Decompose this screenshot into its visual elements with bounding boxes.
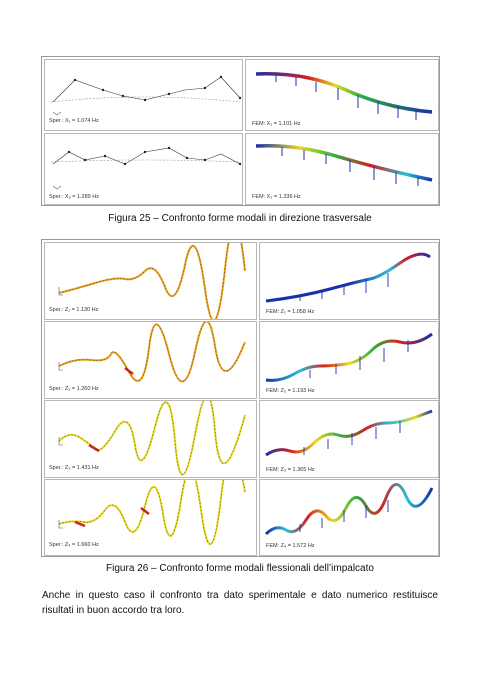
exp-label-z2: Sper.: Z₂ = 1.260 Hz <box>49 386 99 392</box>
fem-label-z3: FEM: Z₃ = 1.365 Hz <box>266 467 315 473</box>
exp-panel-x2: Sper.: X₂ = 1.289 Hz <box>44 133 243 205</box>
exp-panel-z3: Sper.: Z₃ = 1.431 Hz <box>44 400 257 478</box>
exp-label-z4: Sper.: Z₄ = 1.660 Hz <box>49 542 99 548</box>
fem-label-z1: FEM: Z₁ = 1.058 Hz <box>266 309 315 315</box>
figure-25: Sper.: X₁ = 1.074 Hz FEM: X₁ = 1.101 Hz … <box>41 56 440 206</box>
exp-panel-z2: Sper.: Z₂ = 1.260 Hz <box>44 321 257 399</box>
figure-26: Sper.: Z₁ = 1.130 Hz FEM: Z₁ = 1.058 Hz … <box>41 239 440 557</box>
exp-mode-shape-z2 <box>58 322 246 383</box>
fem-panel-z4: FEM: Z₄ = 1.572 Hz <box>259 479 439 556</box>
fem-mode-shape-z2 <box>265 332 433 382</box>
fem-panel-z2: FEM: Z₂ = 1.193 Hz <box>259 321 439 399</box>
fem-label-z2: FEM: Z₂ = 1.193 Hz <box>266 388 315 394</box>
fem-label-z4: FEM: Z₄ = 1.572 Hz <box>266 543 315 549</box>
exp-mode-shape-x2 <box>50 146 242 190</box>
exp-panel-x1: Sper.: X₁ = 1.074 Hz <box>44 59 243 131</box>
fem-panel-z3: FEM: Z₃ = 1.365 Hz <box>259 400 439 478</box>
fem-mode-shape-z3 <box>265 409 433 457</box>
fem-panel-x2: FEM: X₂ = 1.336 Hz <box>245 133 439 205</box>
figure-25-caption: Figura 25 – Confronto forme modali in di… <box>108 213 372 224</box>
fem-mode-shape-x1 <box>255 72 433 120</box>
exp-label-x1: Sper.: X₁ = 1.074 Hz <box>49 118 99 124</box>
fem-label-x2: FEM: X₂ = 1.336 Hz <box>252 194 301 200</box>
fem-mode-shape-x2 <box>255 143 433 186</box>
body-paragraph: Anche in questo caso il confronto tra da… <box>42 590 438 616</box>
exp-label-z3: Sper.: Z₃ = 1.431 Hz <box>49 465 99 471</box>
exp-mode-shape-z1 <box>58 243 246 319</box>
exp-panel-z4: Sper.: Z₄ = 1.660 Hz <box>44 479 257 556</box>
exp-label-x2: Sper.: X₂ = 1.289 Hz <box>49 194 99 200</box>
fem-label-x1: FEM: X₁ = 1.101 Hz <box>252 121 301 127</box>
exp-panel-z1: Sper.: Z₁ = 1.130 Hz <box>44 242 257 320</box>
figure-26-caption: Figura 26 – Confronto forme modali fless… <box>106 563 374 574</box>
exp-mode-shape-z3 <box>58 401 246 476</box>
fem-panel-z1: FEM: Z₁ = 1.058 Hz <box>259 242 439 320</box>
exp-mode-shape-x1 <box>50 75 242 116</box>
fem-mode-shape-z1 <box>265 252 431 303</box>
fem-panel-x1: FEM: X₁ = 1.101 Hz <box>245 59 439 131</box>
exp-label-z1: Sper.: Z₁ = 1.130 Hz <box>49 307 99 313</box>
exp-mode-shape-z4 <box>58 480 246 546</box>
fem-mode-shape-z4 <box>264 483 434 536</box>
